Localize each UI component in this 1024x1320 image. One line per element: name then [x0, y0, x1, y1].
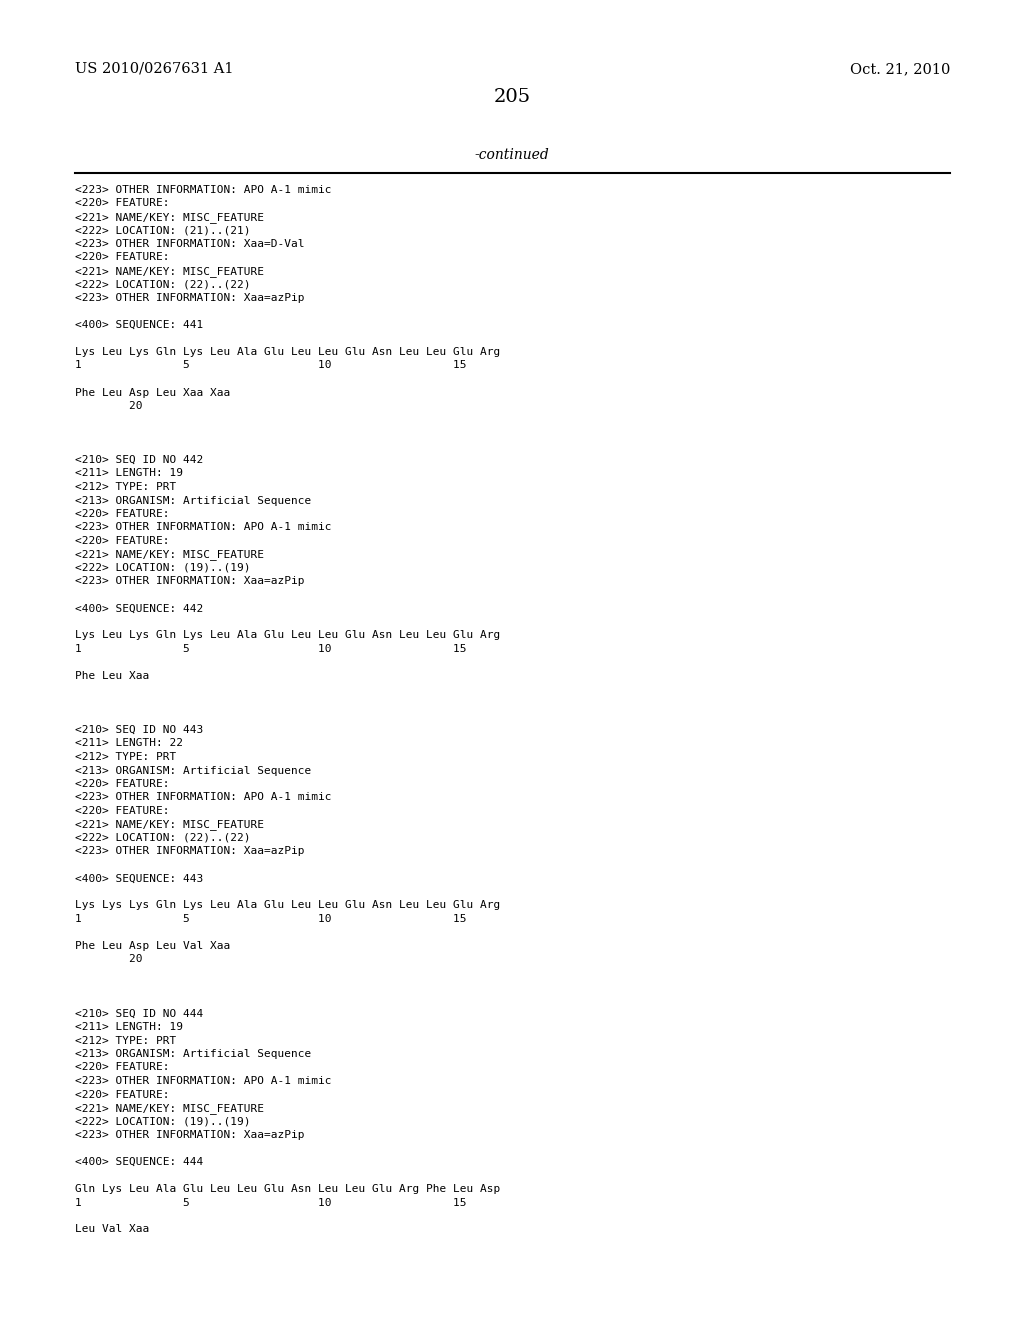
- Text: 205: 205: [494, 88, 530, 106]
- Text: <223> OTHER INFORMATION: APO A-1 mimic: <223> OTHER INFORMATION: APO A-1 mimic: [75, 792, 332, 803]
- Text: <213> ORGANISM: Artificial Sequence: <213> ORGANISM: Artificial Sequence: [75, 1049, 311, 1059]
- Text: Oct. 21, 2010: Oct. 21, 2010: [850, 62, 950, 77]
- Text: <222> LOCATION: (19)..(19): <222> LOCATION: (19)..(19): [75, 1117, 251, 1126]
- Text: <223> OTHER INFORMATION: Xaa=azPip: <223> OTHER INFORMATION: Xaa=azPip: [75, 577, 304, 586]
- Text: <222> LOCATION: (21)..(21): <222> LOCATION: (21)..(21): [75, 226, 251, 235]
- Text: <220> FEATURE:: <220> FEATURE:: [75, 779, 170, 789]
- Text: <223> OTHER INFORMATION: APO A-1 mimic: <223> OTHER INFORMATION: APO A-1 mimic: [75, 1076, 332, 1086]
- Text: Gln Lys Leu Ala Glu Leu Leu Glu Asn Leu Leu Glu Arg Phe Leu Asp: Gln Lys Leu Ala Glu Leu Leu Glu Asn Leu …: [75, 1184, 501, 1195]
- Text: <220> FEATURE:: <220> FEATURE:: [75, 198, 170, 209]
- Text: <223> OTHER INFORMATION: APO A-1 mimic: <223> OTHER INFORMATION: APO A-1 mimic: [75, 523, 332, 532]
- Text: <212> TYPE: PRT: <212> TYPE: PRT: [75, 1035, 176, 1045]
- Text: 20: 20: [75, 954, 142, 965]
- Text: <220> FEATURE:: <220> FEATURE:: [75, 1063, 170, 1072]
- Text: <211> LENGTH: 22: <211> LENGTH: 22: [75, 738, 183, 748]
- Text: <221> NAME/KEY: MISC_FEATURE: <221> NAME/KEY: MISC_FEATURE: [75, 267, 264, 277]
- Text: <220> FEATURE:: <220> FEATURE:: [75, 510, 170, 519]
- Text: <210> SEQ ID NO 444: <210> SEQ ID NO 444: [75, 1008, 203, 1019]
- Text: <220> FEATURE:: <220> FEATURE:: [75, 807, 170, 816]
- Text: Phe Leu Asp Leu Xaa Xaa: Phe Leu Asp Leu Xaa Xaa: [75, 388, 230, 397]
- Text: -continued: -continued: [475, 148, 549, 162]
- Text: <221> NAME/KEY: MISC_FEATURE: <221> NAME/KEY: MISC_FEATURE: [75, 549, 264, 561]
- Text: <400> SEQUENCE: 443: <400> SEQUENCE: 443: [75, 874, 203, 883]
- Text: <400> SEQUENCE: 442: <400> SEQUENCE: 442: [75, 603, 203, 614]
- Text: <400> SEQUENCE: 444: <400> SEQUENCE: 444: [75, 1158, 203, 1167]
- Text: <220> FEATURE:: <220> FEATURE:: [75, 252, 170, 263]
- Text: <211> LENGTH: 19: <211> LENGTH: 19: [75, 469, 183, 479]
- Text: <400> SEQUENCE: 441: <400> SEQUENCE: 441: [75, 319, 203, 330]
- Text: 1               5                   10                  15: 1 5 10 15: [75, 360, 467, 371]
- Text: 20: 20: [75, 401, 142, 411]
- Text: US 2010/0267631 A1: US 2010/0267631 A1: [75, 62, 233, 77]
- Text: <212> TYPE: PRT: <212> TYPE: PRT: [75, 482, 176, 492]
- Text: <222> LOCATION: (19)..(19): <222> LOCATION: (19)..(19): [75, 564, 251, 573]
- Text: <223> OTHER INFORMATION: Xaa=D-Val: <223> OTHER INFORMATION: Xaa=D-Val: [75, 239, 304, 249]
- Text: 1               5                   10                  15: 1 5 10 15: [75, 913, 467, 924]
- Text: <223> OTHER INFORMATION: APO A-1 mimic: <223> OTHER INFORMATION: APO A-1 mimic: [75, 185, 332, 195]
- Text: 1               5                   10                  15: 1 5 10 15: [75, 1197, 467, 1208]
- Text: <213> ORGANISM: Artificial Sequence: <213> ORGANISM: Artificial Sequence: [75, 495, 311, 506]
- Text: Phe Leu Xaa: Phe Leu Xaa: [75, 671, 150, 681]
- Text: <210> SEQ ID NO 443: <210> SEQ ID NO 443: [75, 725, 203, 735]
- Text: Lys Lys Lys Gln Lys Leu Ala Glu Leu Leu Glu Asn Leu Leu Glu Arg: Lys Lys Lys Gln Lys Leu Ala Glu Leu Leu …: [75, 900, 501, 911]
- Text: <221> NAME/KEY: MISC_FEATURE: <221> NAME/KEY: MISC_FEATURE: [75, 1104, 264, 1114]
- Text: Lys Leu Lys Gln Lys Leu Ala Glu Leu Leu Glu Asn Leu Leu Glu Arg: Lys Leu Lys Gln Lys Leu Ala Glu Leu Leu …: [75, 631, 501, 640]
- Text: <222> LOCATION: (22)..(22): <222> LOCATION: (22)..(22): [75, 833, 251, 843]
- Text: <210> SEQ ID NO 442: <210> SEQ ID NO 442: [75, 455, 203, 465]
- Text: <211> LENGTH: 19: <211> LENGTH: 19: [75, 1022, 183, 1032]
- Text: <212> TYPE: PRT: <212> TYPE: PRT: [75, 752, 176, 762]
- Text: <223> OTHER INFORMATION: Xaa=azPip: <223> OTHER INFORMATION: Xaa=azPip: [75, 1130, 304, 1140]
- Text: <220> FEATURE:: <220> FEATURE:: [75, 1089, 170, 1100]
- Text: 1               5                   10                  15: 1 5 10 15: [75, 644, 467, 653]
- Text: <220> FEATURE:: <220> FEATURE:: [75, 536, 170, 546]
- Text: <223> OTHER INFORMATION: Xaa=azPip: <223> OTHER INFORMATION: Xaa=azPip: [75, 293, 304, 304]
- Text: <213> ORGANISM: Artificial Sequence: <213> ORGANISM: Artificial Sequence: [75, 766, 311, 776]
- Text: <223> OTHER INFORMATION: Xaa=azPip: <223> OTHER INFORMATION: Xaa=azPip: [75, 846, 304, 857]
- Text: Lys Leu Lys Gln Lys Leu Ala Glu Leu Leu Glu Asn Leu Leu Glu Arg: Lys Leu Lys Gln Lys Leu Ala Glu Leu Leu …: [75, 347, 501, 356]
- Text: <221> NAME/KEY: MISC_FEATURE: <221> NAME/KEY: MISC_FEATURE: [75, 820, 264, 830]
- Text: Phe Leu Asp Leu Val Xaa: Phe Leu Asp Leu Val Xaa: [75, 941, 230, 950]
- Text: <221> NAME/KEY: MISC_FEATURE: <221> NAME/KEY: MISC_FEATURE: [75, 213, 264, 223]
- Text: <222> LOCATION: (22)..(22): <222> LOCATION: (22)..(22): [75, 280, 251, 289]
- Text: Leu Val Xaa: Leu Val Xaa: [75, 1225, 150, 1234]
